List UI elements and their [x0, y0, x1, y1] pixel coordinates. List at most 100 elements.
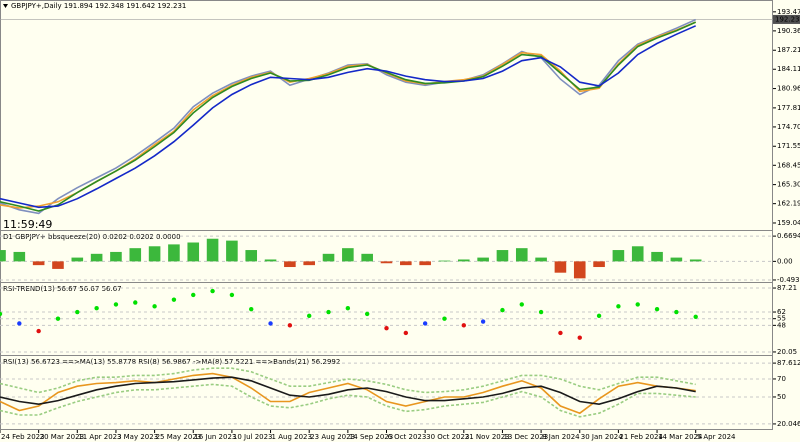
y-tick-label: 180.960 [777, 85, 800, 93]
bar [187, 242, 200, 262]
dot [113, 302, 119, 307]
bar [206, 238, 219, 262]
series-line [0, 367, 696, 394]
dot [75, 309, 80, 315]
dot [17, 321, 22, 326]
y-tick-label: 0.6694 [777, 232, 800, 240]
dot [268, 321, 273, 326]
bar [380, 261, 393, 264]
bar [496, 250, 509, 262]
bar [71, 257, 84, 262]
bar [245, 250, 258, 262]
bar [535, 257, 547, 262]
x-tick-label: 6 Oct 2023 [388, 433, 427, 441]
dot [152, 304, 157, 309]
y-tick-label: 55 [777, 315, 786, 323]
bar [342, 248, 354, 262]
x-tick-label: 20 Mar 2023 [40, 433, 84, 441]
y-tick-label: 165.300 [777, 181, 800, 189]
series-line [0, 25, 697, 209]
y-tick-label: 190.365 [777, 27, 800, 35]
bar [400, 261, 412, 266]
bar [554, 261, 567, 273]
bar [284, 261, 296, 268]
dot [577, 335, 582, 340]
x-tick-label: 30 Oct 2023 [426, 433, 469, 441]
x-tick-label: 14 Mar 2024 [658, 433, 703, 441]
dot [674, 309, 679, 315]
x-tick-label: 5 Apr 2024 [697, 433, 736, 441]
last-price-box [773, 14, 800, 24]
bar [0, 250, 6, 262]
bar [361, 253, 373, 262]
x-tick-label: 21 Feb 2024 [619, 433, 663, 441]
y-tick-label: 193.470 [777, 8, 800, 16]
bar [670, 257, 683, 262]
y-tick-label: 48 [777, 321, 786, 329]
bar [419, 261, 431, 266]
x-tick-label: 21 Nov 2023 [465, 433, 510, 441]
bar [631, 246, 644, 262]
bar [148, 246, 161, 262]
dot [133, 300, 138, 305]
x-tick-label: 1 Aug 2023 [272, 433, 312, 441]
dot [287, 323, 293, 328]
x-tick-label: 11 Apr 2023 [78, 433, 121, 441]
panel-title: RSI-TREND(13) 56.67 56.67 56.67 [3, 285, 122, 293]
y-tick-label: 87.21 [777, 284, 797, 292]
bar [303, 261, 315, 266]
x-tick-label: 25 May 2023 [156, 433, 202, 441]
panel-title: D1 GBPJPY+ bbsqueeze(20) 0.0202 0.0202 0… [3, 233, 181, 241]
series-line [0, 376, 696, 406]
x-tick-label: 24 Feb 2023 [1, 433, 45, 441]
y-tick-label: 20.05 [777, 348, 797, 356]
bar [612, 250, 625, 262]
bar [438, 260, 451, 262]
dot [55, 316, 61, 321]
dot [171, 297, 177, 302]
panel-title: RSI(13) 56.6723 ==>MA(13) 55.8778 RSI(8)… [3, 358, 340, 366]
x-tick-label: 8 Jan 2024 [542, 433, 580, 441]
dot [364, 311, 370, 317]
bar [458, 259, 470, 262]
y-tick-label: -0.4932 [777, 276, 800, 284]
dot [422, 321, 428, 326]
y-tick-label: 174.705 [777, 123, 800, 131]
series-line [0, 372, 696, 415]
y-tick-label: 20.0464 [777, 420, 800, 428]
dot [249, 306, 254, 312]
plot-frame [0, 0, 773, 430]
x-tick-label: 30 Jan 2024 [581, 433, 624, 441]
x-tick-label: 13 Dec 2023 [503, 433, 548, 441]
series-line [0, 18, 697, 215]
dot [210, 288, 215, 294]
bar [32, 261, 45, 266]
x-tick-label: 3 May 2023 [117, 433, 158, 441]
y-tick-label: 70 [777, 375, 786, 383]
dot [480, 319, 486, 324]
y-tick-label: 187.210 [777, 46, 800, 54]
y-tick-label: 177.810 [777, 104, 800, 112]
bar [129, 248, 142, 262]
bar [322, 253, 335, 262]
y-tick-label: 162.195 [777, 200, 800, 208]
dot [519, 302, 524, 307]
menu-triangle[interactable] [3, 4, 8, 8]
dot [36, 328, 41, 334]
bar [90, 253, 103, 262]
dot [635, 302, 640, 307]
bar [689, 259, 702, 262]
x-tick-label: 23 Aug 2023 [310, 433, 355, 441]
dot [693, 314, 698, 319]
dot [307, 313, 312, 319]
dot [94, 306, 99, 311]
bar [477, 257, 489, 262]
y-tick-label: 0.00 [777, 257, 793, 265]
dot [345, 306, 351, 311]
bar [573, 261, 586, 279]
bar [110, 251, 122, 262]
dot [596, 313, 602, 319]
bar [13, 251, 26, 262]
series-line [0, 21, 697, 212]
dot [403, 330, 409, 336]
